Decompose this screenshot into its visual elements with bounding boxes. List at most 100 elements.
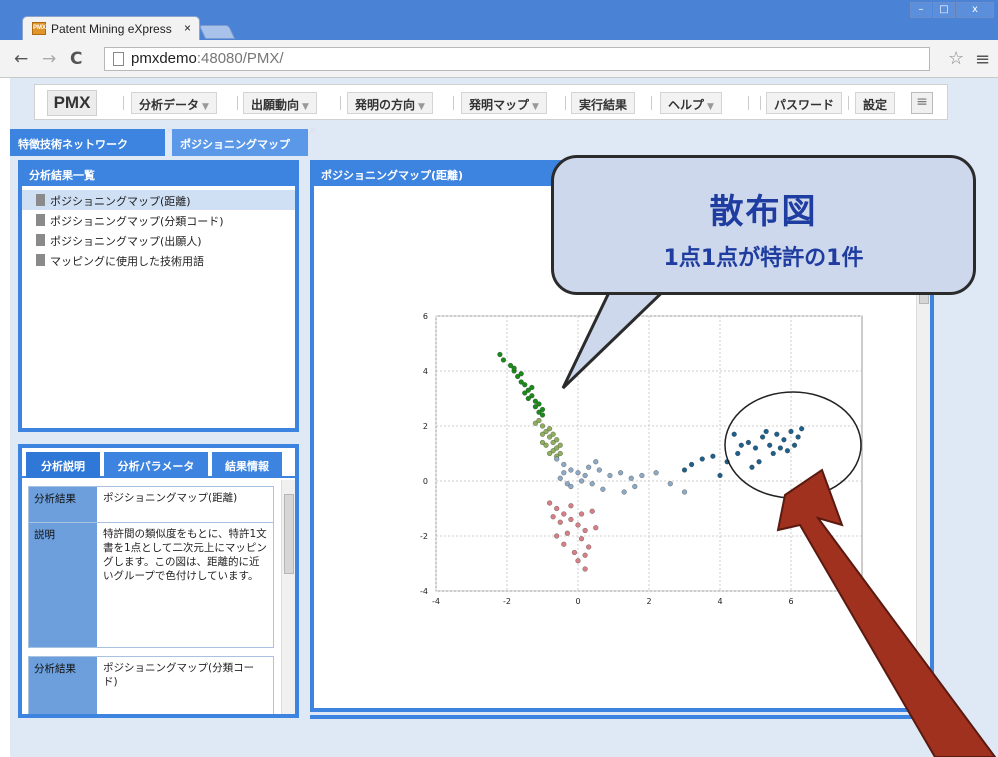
highlight-ellipse [724,391,862,499]
tab-result-info[interactable]: 結果情報 [212,452,282,478]
chrome-menu-icon[interactable]: ≡ [975,49,991,70]
callout-bubble: 散布図 1点1点が特許の1件 [551,155,976,295]
panel-divider [310,715,934,719]
data-point [681,489,688,495]
menu-help[interactable]: ヘルプ ▼ [660,92,722,114]
menu-invention-map[interactable]: 発明マップ ▼ [461,92,547,114]
data-point [525,395,531,402]
callout-title: 散布図 [709,192,818,232]
data-point [568,516,574,523]
data-point [554,445,560,451]
result-item[interactable]: マッピングに使用した技術用語 [22,250,295,270]
url-input[interactable]: pmxdemo:48080/PMX/ [104,47,930,71]
page-icon [113,52,124,66]
file-icon [36,194,45,206]
data-point [788,428,794,435]
y-tick-label: -2 [420,532,428,541]
data-point [795,434,801,440]
data-point [593,525,599,531]
url-host: pmxdemo [131,50,197,67]
data-point [518,371,524,377]
scrollbar-thumb[interactable] [284,494,294,574]
browser-tab[interactable]: PMX Patent Mining eXpress × [22,16,200,40]
data-point [760,434,766,440]
data-point [600,486,606,492]
data-point [752,445,759,451]
tab-positioning-map[interactable]: ポジショニングマップ × [172,125,317,156]
data-point [561,461,567,468]
data-point [557,442,563,448]
data-point [607,472,613,479]
data-point [564,481,570,487]
data-point [550,514,556,520]
data-point [522,382,528,388]
x-tick-label: 4 [717,597,722,606]
url-path: :48080/PMX/ [196,50,284,67]
tab-feature-network[interactable]: 特徴技術ネットワーク × [10,125,174,156]
menu-results[interactable]: 実行結果 [571,92,636,114]
close-window-button[interactable]: x [956,2,994,18]
data-point [763,428,769,435]
back-arrow-icon[interactable]: ← [14,49,29,69]
data-point [550,431,556,437]
data-point [735,450,741,457]
data-point [589,508,595,514]
data-point [554,505,560,512]
data-point [568,503,574,509]
result-item[interactable]: ポジショニングマップ(分類コード) [22,210,295,230]
info-scrollbar[interactable] [281,480,295,714]
data-point [781,437,787,443]
y-tick-label: 2 [423,422,428,431]
results-list-title: 分析結果一覧 [22,164,295,186]
data-point [586,464,592,470]
data-point [618,470,624,476]
menu-analysis-data[interactable]: 分析データ ▼ [131,92,217,114]
data-point [593,459,599,465]
data-point [536,417,542,424]
x-tick-label: -4 [432,597,440,606]
window-controls: – □ x [910,2,994,18]
tab-analysis-description[interactable]: 分析説明 [26,452,100,478]
bookmark-star-icon[interactable]: ☆ [948,48,965,69]
result-item[interactable]: ポジショニングマップ(出願人) [22,230,295,250]
minimize-button[interactable]: – [910,2,932,18]
menu-password[interactable]: パスワード [766,92,843,114]
y-tick-label: -4 [420,587,428,596]
data-point [749,464,755,470]
y-tick-label: 6 [423,312,428,321]
data-point [777,445,783,451]
data-point [554,437,560,443]
pmx-logo[interactable]: PMX [47,90,97,116]
menu-filing-trends[interactable]: 出願動向 ▼ [243,92,317,114]
data-point [547,434,553,440]
data-point [756,459,762,465]
data-point [738,442,744,448]
data-point [575,470,581,476]
data-point [547,450,553,457]
app-toolbar: PMX 分析データ ▼ 出願動向 ▼ 発明の方向 ▼ 発明マップ ▼ 実行結果 ヘルプ ▼… [34,84,948,120]
data-point [689,461,695,468]
tab-analysis-parameters[interactable]: 分析パラメータ [104,452,208,478]
data-point [575,522,581,528]
data-point [731,431,737,437]
result-item[interactable]: ポジショニングマップ(距離) [22,190,295,210]
data-point [799,426,805,432]
data-point [561,511,567,517]
data-point [582,527,588,534]
forward-arrow-icon[interactable]: → [42,49,57,69]
menu-settings[interactable]: 設定 [855,92,896,114]
list-menu-icon[interactable]: ≡ [911,92,933,114]
menu-invention-direction[interactable]: 発明の方向 ▼ [347,92,433,114]
data-point [596,467,602,473]
tab-close-icon[interactable]: × [165,125,174,136]
scatter-plot[interactable]: -4 -2 0 2 4 6 6 4 2 0 -2 -4 [314,186,930,706]
maximize-button[interactable]: □ [933,2,955,18]
data-point [575,558,581,564]
data-point [554,533,560,539]
reload-icon[interactable]: C [70,49,83,69]
data-point [557,519,563,525]
x-tick-label: 6 [788,597,793,606]
tab-close-icon[interactable]: × [308,125,317,136]
tab-close-icon[interactable]: × [183,21,191,35]
